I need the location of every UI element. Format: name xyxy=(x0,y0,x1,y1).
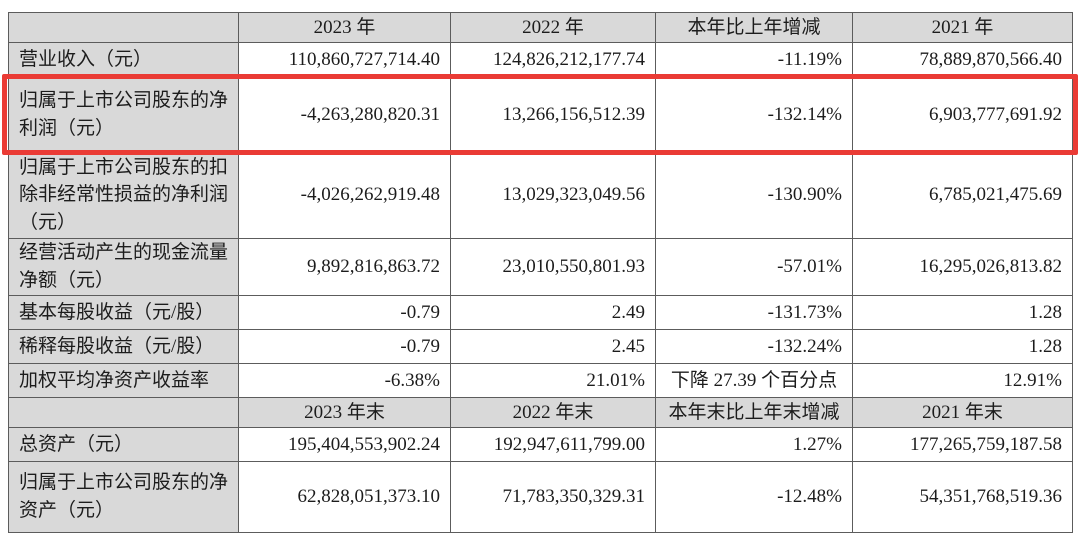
cell-value: 177,265,759,187.58 xyxy=(852,427,1073,462)
cell-value: -0.79 xyxy=(238,295,451,330)
cell-value: 下降 27.39 个百分点 xyxy=(655,363,853,398)
col-header-yoy-end-change: 本年末比上年末增减 xyxy=(655,397,853,428)
cell-value: 78,889,870,566.40 xyxy=(852,42,1073,78)
cell-value: -4,026,262,919.48 xyxy=(238,151,451,239)
col-header-yoy-change: 本年比上年增减 xyxy=(655,12,853,43)
cell-value: 1.28 xyxy=(852,329,1073,364)
table-row-weighted-avg-roe: 加权平均净资产收益率 -6.38% 21.01% 下降 27.39 个百分点 1… xyxy=(8,363,1073,398)
cell-value: 23,010,550,801.93 xyxy=(450,238,656,296)
cell-value: 54,351,768,519.36 xyxy=(852,461,1073,533)
cell-value: 13,266,156,512.39 xyxy=(450,77,656,152)
cell-value: 110,860,727,714.40 xyxy=(238,42,451,78)
corner-cell xyxy=(8,397,239,428)
table-row-operating-cash-flow: 经营活动产生的现金流量净额（元） 9,892,816,863.72 23,010… xyxy=(8,238,1073,296)
col-header-2023: 2023 年 xyxy=(238,12,451,43)
cell-value: -11.19% xyxy=(655,42,853,78)
cell-value: -130.90% xyxy=(655,151,853,239)
table-row-net-profit-highlighted: 归属于上市公司股东的净利润（元） -4,263,280,820.31 13,26… xyxy=(8,77,1073,152)
table-row-basic-eps: 基本每股收益（元/股） -0.79 2.49 -131.73% 1.28 xyxy=(8,295,1073,330)
col-header-2023-end: 2023 年末 xyxy=(238,397,451,428)
cell-value: -6.38% xyxy=(238,363,451,398)
col-header-2022: 2022 年 xyxy=(450,12,656,43)
cell-value: 13,029,323,049.56 xyxy=(450,151,656,239)
row-label: 基本每股收益（元/股） xyxy=(8,295,239,330)
cell-value: -0.79 xyxy=(238,329,451,364)
cell-value: -131.73% xyxy=(655,295,853,330)
cell-value: 6,903,777,691.92 xyxy=(852,77,1073,152)
corner-cell xyxy=(8,12,239,43)
cell-value: 62,828,051,373.10 xyxy=(238,461,451,533)
col-header-2021: 2021 年 xyxy=(852,12,1073,43)
cell-value: 6,785,021,475.69 xyxy=(852,151,1073,239)
period-header-row: 2023 年 2022 年 本年比上年增减 2021 年 xyxy=(8,12,1073,43)
cell-value: 195,404,553,902.24 xyxy=(238,427,451,462)
cell-value: -4,263,280,820.31 xyxy=(238,77,451,152)
cell-value: 71,783,350,329.31 xyxy=(450,461,656,533)
row-label: 加权平均净资产收益率 xyxy=(8,363,239,398)
row-label: 归属于上市公司股东的扣除非经常性损益的净利润（元） xyxy=(8,151,239,239)
row-label: 稀释每股收益（元/股） xyxy=(8,329,239,364)
cell-value: 1.28 xyxy=(852,295,1073,330)
row-label: 总资产（元） xyxy=(8,427,239,462)
table-row-net-profit-excl-nonrecurring: 归属于上市公司股东的扣除非经常性损益的净利润（元） -4,026,262,919… xyxy=(8,151,1073,239)
cell-value: -57.01% xyxy=(655,238,853,296)
table-row-diluted-eps: 稀释每股收益（元/股） -0.79 2.45 -132.24% 1.28 xyxy=(8,329,1073,364)
financial-summary-table: 2023 年 2022 年 本年比上年增减 2021 年 营业收入（元） 110… xyxy=(8,12,1073,533)
cell-value: -132.24% xyxy=(655,329,853,364)
cell-value: 16,295,026,813.82 xyxy=(852,238,1073,296)
cell-value: -132.14% xyxy=(655,77,853,152)
row-label: 营业收入（元） xyxy=(8,42,239,78)
cell-value: 192,947,611,799.00 xyxy=(450,427,656,462)
table-row-net-assets: 归属于上市公司股东的净资产（元） 62,828,051,373.10 71,78… xyxy=(8,461,1073,533)
cell-value: 2.49 xyxy=(450,295,656,330)
table-row-total-assets: 总资产（元） 195,404,553,902.24 192,947,611,79… xyxy=(8,427,1073,462)
cell-value: 1.27% xyxy=(655,427,853,462)
row-label: 归属于上市公司股东的净资产（元） xyxy=(8,461,239,533)
cell-value: 2.45 xyxy=(450,329,656,364)
cell-value: 9,892,816,863.72 xyxy=(238,238,451,296)
balance-header-row: 2023 年末 2022 年末 本年末比上年末增减 2021 年末 xyxy=(8,397,1073,428)
cell-value: -12.48% xyxy=(655,461,853,533)
table-row-revenue: 营业收入（元） 110,860,727,714.40 124,826,212,1… xyxy=(8,42,1073,78)
row-label: 归属于上市公司股东的净利润（元） xyxy=(8,77,239,152)
col-header-2021-end: 2021 年末 xyxy=(852,397,1073,428)
cell-value: 12.91% xyxy=(852,363,1073,398)
col-header-2022-end: 2022 年末 xyxy=(450,397,656,428)
row-label: 经营活动产生的现金流量净额（元） xyxy=(8,238,239,296)
cell-value: 124,826,212,177.74 xyxy=(450,42,656,78)
cell-value: 21.01% xyxy=(450,363,656,398)
